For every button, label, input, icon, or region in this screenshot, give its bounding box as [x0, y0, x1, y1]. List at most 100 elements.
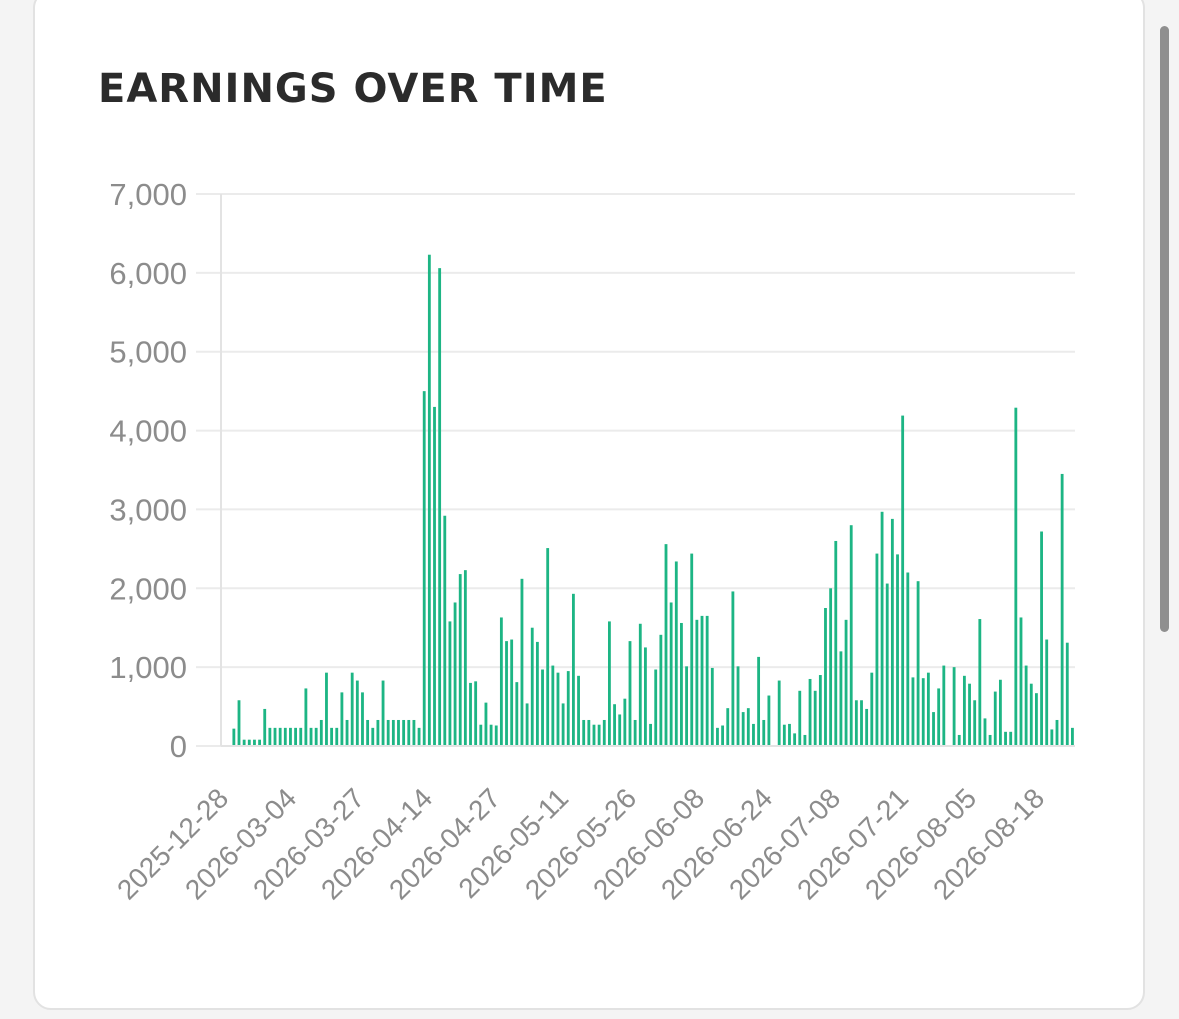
bar[interactable] [602, 719, 606, 746]
bar[interactable] [973, 700, 977, 746]
bar[interactable] [361, 692, 364, 746]
bar[interactable] [1014, 407, 1018, 746]
bar[interactable] [777, 680, 781, 746]
bar[interactable] [1060, 473, 1064, 746]
bar[interactable] [685, 666, 688, 746]
bar[interactable] [258, 739, 261, 746]
bar[interactable] [541, 669, 544, 746]
bar[interactable] [757, 656, 761, 746]
bar[interactable] [752, 723, 755, 746]
bar[interactable] [1045, 639, 1049, 746]
bar[interactable] [433, 406, 436, 746]
bar[interactable] [309, 727, 313, 746]
bar[interactable] [278, 727, 282, 746]
bar[interactable] [1004, 731, 1007, 746]
bar[interactable] [304, 688, 308, 746]
bar[interactable] [788, 723, 791, 746]
bar[interactable] [932, 712, 935, 746]
bar[interactable] [232, 728, 236, 746]
bar[interactable] [289, 727, 292, 746]
bar[interactable] [952, 667, 956, 746]
bar[interactable] [849, 525, 853, 746]
bar[interactable] [294, 727, 298, 746]
bar[interactable] [700, 615, 704, 746]
bar[interactable] [716, 727, 719, 746]
bar[interactable] [818, 675, 822, 746]
bar[interactable] [721, 725, 725, 747]
bar[interactable] [623, 698, 627, 746]
bar[interactable] [325, 672, 328, 746]
bar[interactable] [844, 619, 848, 746]
bar[interactable] [746, 708, 750, 746]
bar[interactable] [674, 561, 678, 746]
bar[interactable] [901, 415, 905, 746]
bar[interactable] [335, 727, 339, 746]
bar[interactable] [314, 727, 318, 746]
bar[interactable] [896, 554, 899, 746]
bar[interactable] [494, 725, 498, 747]
bar[interactable] [813, 690, 817, 746]
bar[interactable] [978, 619, 982, 746]
bar[interactable] [355, 680, 359, 746]
bar[interactable] [1071, 727, 1074, 746]
bar[interactable] [391, 719, 395, 746]
bar[interactable] [499, 617, 503, 746]
bar[interactable] [263, 708, 267, 746]
bar[interactable] [824, 608, 827, 746]
bar[interactable] [561, 703, 565, 746]
bar[interactable] [890, 518, 894, 746]
bar[interactable] [767, 695, 771, 746]
bar[interactable] [515, 682, 519, 746]
bar[interactable] [1055, 719, 1059, 746]
bar[interactable] [618, 714, 622, 746]
bar[interactable] [664, 544, 668, 746]
bar[interactable] [633, 719, 637, 746]
bar[interactable] [283, 727, 287, 746]
bar[interactable] [469, 682, 472, 746]
bar[interactable] [407, 719, 411, 746]
bar[interactable] [253, 739, 256, 746]
bar[interactable] [710, 667, 714, 746]
bar[interactable] [402, 719, 406, 746]
bar[interactable] [489, 724, 493, 746]
bar[interactable] [731, 591, 735, 746]
bar[interactable] [376, 719, 380, 746]
bar[interactable] [1065, 642, 1069, 746]
bar[interactable] [669, 602, 673, 746]
bar[interactable] [649, 723, 652, 746]
bar[interactable] [808, 678, 812, 746]
bar[interactable] [597, 724, 601, 746]
bar[interactable] [782, 724, 786, 746]
bar[interactable] [330, 727, 334, 746]
bar[interactable] [993, 691, 997, 746]
bar[interactable] [644, 647, 647, 746]
bar[interactable] [535, 641, 539, 746]
bar[interactable] [942, 665, 946, 746]
bar[interactable] [340, 692, 344, 746]
bar[interactable] [988, 734, 992, 746]
bar[interactable] [247, 739, 251, 746]
bar[interactable] [525, 703, 529, 746]
bar[interactable] [916, 581, 920, 746]
bar[interactable] [865, 708, 869, 746]
bar[interactable] [798, 690, 802, 746]
bar[interactable] [386, 719, 390, 746]
bar[interactable] [566, 671, 570, 746]
bar[interactable] [458, 574, 462, 746]
bar[interactable] [1024, 665, 1028, 746]
bar[interactable] [1035, 693, 1038, 746]
bar[interactable] [551, 665, 555, 746]
bar[interactable] [695, 619, 699, 746]
bar[interactable] [273, 727, 277, 746]
bar[interactable] [237, 700, 241, 746]
bar[interactable] [427, 254, 431, 746]
bar[interactable] [577, 675, 580, 746]
bar[interactable] [381, 680, 385, 746]
bar[interactable] [1029, 683, 1033, 746]
bar[interactable] [983, 718, 987, 746]
bar[interactable] [628, 641, 632, 746]
bar[interactable] [587, 719, 591, 746]
scrollbar-thumb[interactable] [1160, 26, 1169, 632]
bar[interactable] [463, 570, 467, 746]
bar[interactable] [520, 578, 524, 746]
